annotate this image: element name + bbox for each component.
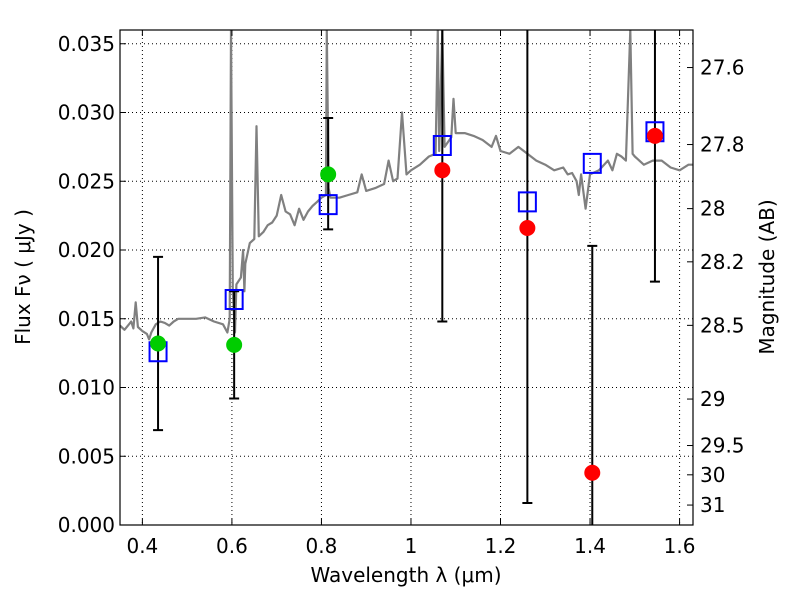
observed-point-marker <box>320 166 337 183</box>
spectrum-line <box>120 30 693 341</box>
y-tick-label: 0.005 <box>58 444 115 468</box>
right-tick-label: 31 <box>700 493 725 517</box>
axis-ticks: 0.4 0.6 0.8 1 1.2 1.4 1.6 0.000 0.005 0.010 0.015 0… <box>58 30 745 558</box>
y-tick-label: 0.020 <box>58 238 115 262</box>
observed-point-marker <box>150 335 167 352</box>
markers <box>148 121 665 481</box>
right-tick-label: 30 <box>700 463 725 487</box>
right-axis-label: Magnitude (AB) <box>755 199 779 354</box>
plot-frame <box>119 29 694 526</box>
y-tick-label: 0.015 <box>58 307 115 331</box>
y-tick-label: 0.000 <box>58 513 115 537</box>
y-tick-label: 0.035 <box>58 32 115 56</box>
model-square-marker <box>517 191 537 213</box>
y-axis-label: Flux Fν ( μJy ) <box>11 209 35 345</box>
x-tick-label: 1 <box>405 534 418 558</box>
x-tick-label: 1.6 <box>664 534 696 558</box>
observed-point-marker <box>226 336 243 353</box>
model-square-marker <box>224 289 244 310</box>
x-tick-label: 0.4 <box>126 534 158 558</box>
plot-area <box>120 30 693 341</box>
right-tick-label: 29 <box>700 387 725 411</box>
right-tick-label: 27.6 <box>700 56 745 80</box>
observed-point-marker <box>519 220 536 236</box>
grid <box>120 30 693 526</box>
model-square-marker <box>432 135 452 156</box>
right-tick-label: 29.5 <box>700 434 745 458</box>
observed-point-marker <box>434 162 451 179</box>
x-tick-label: 0.8 <box>306 534 338 558</box>
y-tick-label: 0.025 <box>58 169 115 193</box>
y-tick-label: 0.010 <box>58 376 115 400</box>
right-tick-label: 28.2 <box>700 250 745 274</box>
right-tick-label: 28.5 <box>700 313 745 337</box>
x-axis-label: Wavelength λ (μm) <box>310 563 501 587</box>
right-tick-label: 28 <box>700 197 725 221</box>
model-square-marker <box>318 194 338 216</box>
error-bars <box>153 30 660 525</box>
observed-point-marker <box>584 464 601 481</box>
x-tick-label: 1.4 <box>574 534 606 558</box>
x-tick-label: 1.2 <box>485 534 517 558</box>
observed-point-marker <box>646 127 663 144</box>
right-tick-label: 27.8 <box>700 133 745 157</box>
model-square-marker <box>582 152 602 174</box>
x-tick-label: 0.6 <box>216 534 248 558</box>
y-tick-label: 0.030 <box>58 101 115 125</box>
